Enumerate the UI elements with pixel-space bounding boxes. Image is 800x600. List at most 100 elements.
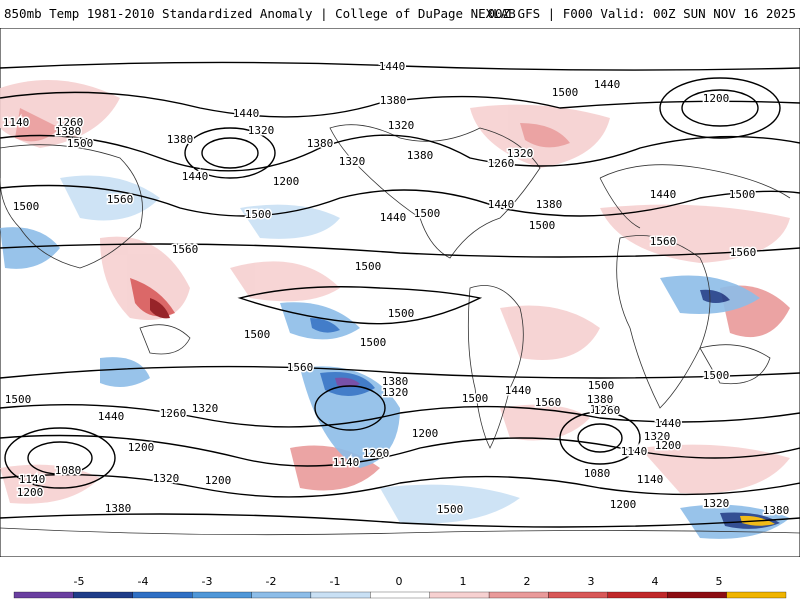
global-anomaly-map: 1440 1440 1500 1380 1200 1140 1260 1380 … [0, 28, 800, 557]
contour-label: 1380 [382, 375, 409, 388]
contour-label: 1440 [379, 60, 406, 73]
contour-label: 1440 [650, 188, 677, 201]
contour-label: 1320 [382, 386, 409, 399]
contour-label: 1380 [105, 502, 132, 515]
contour-label: 1560 [172, 243, 199, 256]
colorbar-segment [667, 591, 727, 599]
colorbar-segment [429, 591, 490, 599]
contour-label: 1440 [594, 78, 621, 91]
colorbar-tick-label: -1 [329, 575, 341, 588]
contour-labels: 1440 1440 1500 1380 1200 1140 1260 1380 … [1, 59, 791, 519]
colorbar-segment [132, 591, 193, 599]
contour-label: 1320 [703, 497, 730, 510]
contour-label: 1500 [703, 369, 730, 382]
contour-label: 1200 [412, 427, 439, 440]
contour-label: 1440 [488, 198, 515, 211]
contour-label: 1500 [437, 503, 464, 516]
contour-label: 1320 [248, 124, 275, 137]
contour-label: 1380 [407, 149, 434, 162]
colorbar-segment [370, 591, 430, 599]
contour-label: 1260 [590, 403, 617, 416]
colorbar-segment [13, 591, 74, 599]
contour-label: 1560 [730, 246, 757, 259]
contour-label: 1320 [388, 119, 415, 132]
contour-label: 1440 [98, 410, 125, 423]
contour-label: 1380 [380, 94, 407, 107]
contour-label: 1260 [363, 447, 390, 460]
contour-label: 1380 [587, 393, 614, 406]
colorbar-segment [607, 591, 668, 599]
contour-label: 1500 [462, 392, 489, 405]
contour-label: 1440 [182, 170, 209, 183]
contour-label: 1500 [244, 328, 271, 341]
contour-label: 1500 [388, 307, 415, 320]
contour-label: 1260 [488, 157, 515, 170]
colorbar-tick-label: 5 [715, 575, 723, 588]
contour-label: 1200 [128, 441, 155, 454]
contour-label: 1080 [584, 467, 611, 480]
contour-label: 1320 [644, 430, 671, 443]
contour-label: 1320 [507, 147, 534, 160]
contour-label: 1500 [355, 260, 382, 273]
contour-label: 1140 [621, 445, 648, 458]
contour-label: 1380 [167, 133, 194, 146]
contour-label: 1380 [763, 504, 790, 517]
contour-label: 1560 [650, 235, 677, 248]
contour-label: 1140 [333, 456, 360, 469]
colorbar-tick-label: 2 [523, 575, 531, 588]
colorbar-tick-label: 4 [651, 575, 659, 588]
anomaly-colorbar [13, 591, 787, 599]
colorbar-tick-label: -5 [73, 575, 85, 588]
colorbar-tick-label: 1 [459, 575, 467, 588]
contour-label: 1200 [610, 498, 637, 511]
contour-label: 1440 [505, 384, 532, 397]
contour-label: 1260 [57, 116, 84, 129]
colorbar-segments [13, 591, 787, 599]
contour-label: 1320 [192, 402, 219, 415]
contour-label: 1320 [153, 472, 180, 485]
contour-label: 1560 [107, 193, 134, 206]
colorbar-tick-label: -2 [265, 575, 277, 588]
contour-label: 1260 [160, 407, 187, 420]
contour-label: 1500 [67, 137, 94, 150]
contour-label: 1380 [307, 137, 334, 150]
contour-label: 1500 [360, 336, 387, 349]
contour-label: 1500 [729, 188, 756, 201]
map-title: 850mb Temp 1981-2010 Standardized Anomal… [4, 6, 516, 21]
contour-label: 1500 [245, 208, 272, 221]
contour-label: 1500 [552, 86, 579, 99]
colorbar-segment [310, 591, 371, 599]
warm-anomaly-shading [0, 80, 790, 504]
contour-label: 1500 [13, 200, 40, 213]
contour-label: 1440 [380, 211, 407, 224]
colorbar-segment [548, 591, 608, 599]
contour-label: 1200 [703, 92, 730, 105]
contour-label: 1500 [5, 393, 32, 406]
model-run-info: 00Z GFS | F000 Valid: 00Z SUN NOV 16 202… [487, 6, 796, 21]
contour-label: 1320 [339, 155, 366, 168]
contour-label: 1200 [273, 175, 300, 188]
contour-label: 1140 [3, 116, 30, 129]
contour-label: 1440 [655, 417, 682, 430]
height-contours [0, 61, 800, 528]
contour-label: 1200 [17, 486, 44, 499]
contour-label: 1140 [637, 473, 664, 486]
colorbar-segment [192, 591, 252, 599]
contour-label: 1500 [414, 207, 441, 220]
colorbar-segment [251, 591, 312, 599]
colorbar-segment [488, 591, 549, 599]
contour-label: 1200 [205, 474, 232, 487]
colorbar-segment [73, 591, 133, 599]
contour-label: 1380 [536, 198, 563, 211]
contour-label: 1500 [529, 219, 556, 232]
contour-label: 1560 [535, 396, 562, 409]
colorbar-tick-label: -3 [201, 575, 213, 588]
contour-label: 1260 [594, 404, 621, 417]
contour-label: 1500 [588, 379, 615, 392]
contour-label: 1140 [19, 473, 46, 486]
contour-label: 1080 [55, 464, 82, 477]
continent-outlines [0, 124, 800, 536]
contour-label: 1560 [287, 361, 314, 374]
contour-label: 1440 [233, 107, 260, 120]
colorbar-segment [726, 591, 787, 599]
